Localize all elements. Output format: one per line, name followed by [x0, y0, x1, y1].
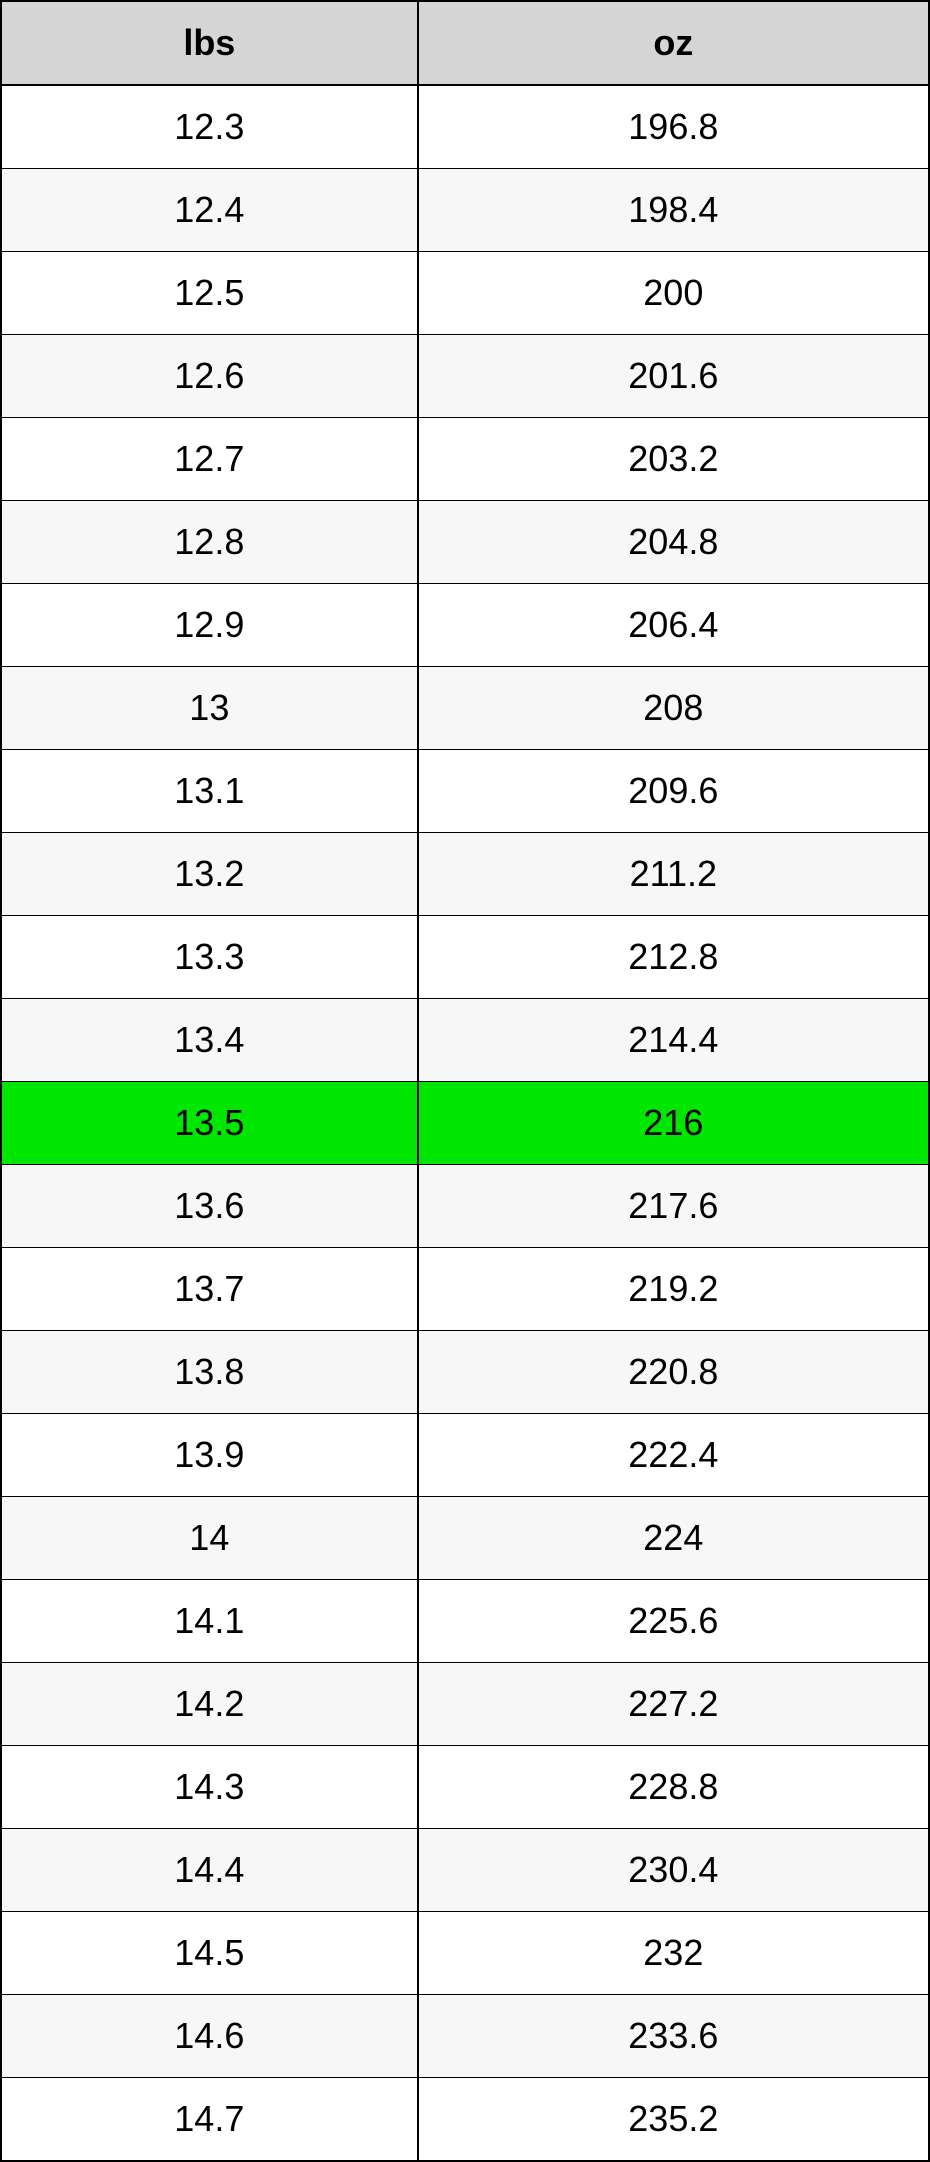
cell-lbs: 14.1 — [1, 1580, 418, 1663]
table-header-row: lbs oz — [1, 1, 929, 85]
cell-oz: 203.2 — [418, 418, 929, 501]
cell-oz: 196.8 — [418, 85, 929, 169]
table-row: 13.2211.2 — [1, 833, 929, 916]
table-row: 14.1225.6 — [1, 1580, 929, 1663]
cell-lbs: 13 — [1, 667, 418, 750]
cell-oz: 219.2 — [418, 1248, 929, 1331]
table-row: 12.3196.8 — [1, 85, 929, 169]
table-row: 12.7203.2 — [1, 418, 929, 501]
table-row: 14.3228.8 — [1, 1746, 929, 1829]
cell-oz: 201.6 — [418, 335, 929, 418]
cell-oz: 208 — [418, 667, 929, 750]
cell-lbs: 13.6 — [1, 1165, 418, 1248]
cell-lbs: 14.5 — [1, 1912, 418, 1995]
cell-oz: 228.8 — [418, 1746, 929, 1829]
cell-lbs: 13.7 — [1, 1248, 418, 1331]
cell-lbs: 13.5 — [1, 1082, 418, 1165]
column-header-lbs: lbs — [1, 1, 418, 85]
cell-oz: 212.8 — [418, 916, 929, 999]
table-row: 12.9206.4 — [1, 584, 929, 667]
cell-oz: 227.2 — [418, 1663, 929, 1746]
cell-lbs: 12.8 — [1, 501, 418, 584]
cell-lbs: 13.2 — [1, 833, 418, 916]
cell-oz: 214.4 — [418, 999, 929, 1082]
cell-lbs: 14.7 — [1, 2078, 418, 2162]
cell-oz: 222.4 — [418, 1414, 929, 1497]
cell-oz: 225.6 — [418, 1580, 929, 1663]
cell-oz: 200 — [418, 252, 929, 335]
table-row: 12.4198.4 — [1, 169, 929, 252]
table-row: 13.4214.4 — [1, 999, 929, 1082]
cell-oz: 220.8 — [418, 1331, 929, 1414]
table-row: 14224 — [1, 1497, 929, 1580]
cell-lbs: 13.8 — [1, 1331, 418, 1414]
table-header: lbs oz — [1, 1, 929, 85]
cell-oz: 217.6 — [418, 1165, 929, 1248]
table-row: 13.9222.4 — [1, 1414, 929, 1497]
cell-oz: 232 — [418, 1912, 929, 1995]
table-row: 14.4230.4 — [1, 1829, 929, 1912]
cell-lbs: 14.6 — [1, 1995, 418, 2078]
cell-lbs: 12.9 — [1, 584, 418, 667]
table-row: 12.6201.6 — [1, 335, 929, 418]
cell-lbs: 12.7 — [1, 418, 418, 501]
table-row: 12.5200 — [1, 252, 929, 335]
cell-oz: 204.8 — [418, 501, 929, 584]
table-row: 14.7235.2 — [1, 2078, 929, 2162]
table-row: 13.8220.8 — [1, 1331, 929, 1414]
cell-oz: 235.2 — [418, 2078, 929, 2162]
table-row: 14.6233.6 — [1, 1995, 929, 2078]
cell-lbs: 13.1 — [1, 750, 418, 833]
cell-lbs: 14.2 — [1, 1663, 418, 1746]
cell-oz: 233.6 — [418, 1995, 929, 2078]
cell-oz: 198.4 — [418, 169, 929, 252]
cell-lbs: 12.5 — [1, 252, 418, 335]
cell-oz: 216 — [418, 1082, 929, 1165]
cell-oz: 206.4 — [418, 584, 929, 667]
table-row: 13.6217.6 — [1, 1165, 929, 1248]
table-row: 14.2227.2 — [1, 1663, 929, 1746]
cell-lbs: 12.4 — [1, 169, 418, 252]
table-row: 13208 — [1, 667, 929, 750]
cell-lbs: 13.9 — [1, 1414, 418, 1497]
cell-lbs: 14.3 — [1, 1746, 418, 1829]
cell-oz: 209.6 — [418, 750, 929, 833]
cell-lbs: 14 — [1, 1497, 418, 1580]
table-row: 13.1209.6 — [1, 750, 929, 833]
cell-oz: 211.2 — [418, 833, 929, 916]
cell-lbs: 13.3 — [1, 916, 418, 999]
cell-lbs: 13.4 — [1, 999, 418, 1082]
table-row: 13.7219.2 — [1, 1248, 929, 1331]
table-row: 14.5232 — [1, 1912, 929, 1995]
column-header-oz: oz — [418, 1, 929, 85]
cell-oz: 230.4 — [418, 1829, 929, 1912]
conversion-table: lbs oz 12.3196.812.4198.412.520012.6201.… — [0, 0, 930, 2162]
cell-lbs: 12.6 — [1, 335, 418, 418]
table-body: 12.3196.812.4198.412.520012.6201.612.720… — [1, 85, 929, 2161]
cell-lbs: 14.4 — [1, 1829, 418, 1912]
table-row: 13.5216 — [1, 1082, 929, 1165]
cell-oz: 224 — [418, 1497, 929, 1580]
table-row: 12.8204.8 — [1, 501, 929, 584]
table-row: 13.3212.8 — [1, 916, 929, 999]
cell-lbs: 12.3 — [1, 85, 418, 169]
